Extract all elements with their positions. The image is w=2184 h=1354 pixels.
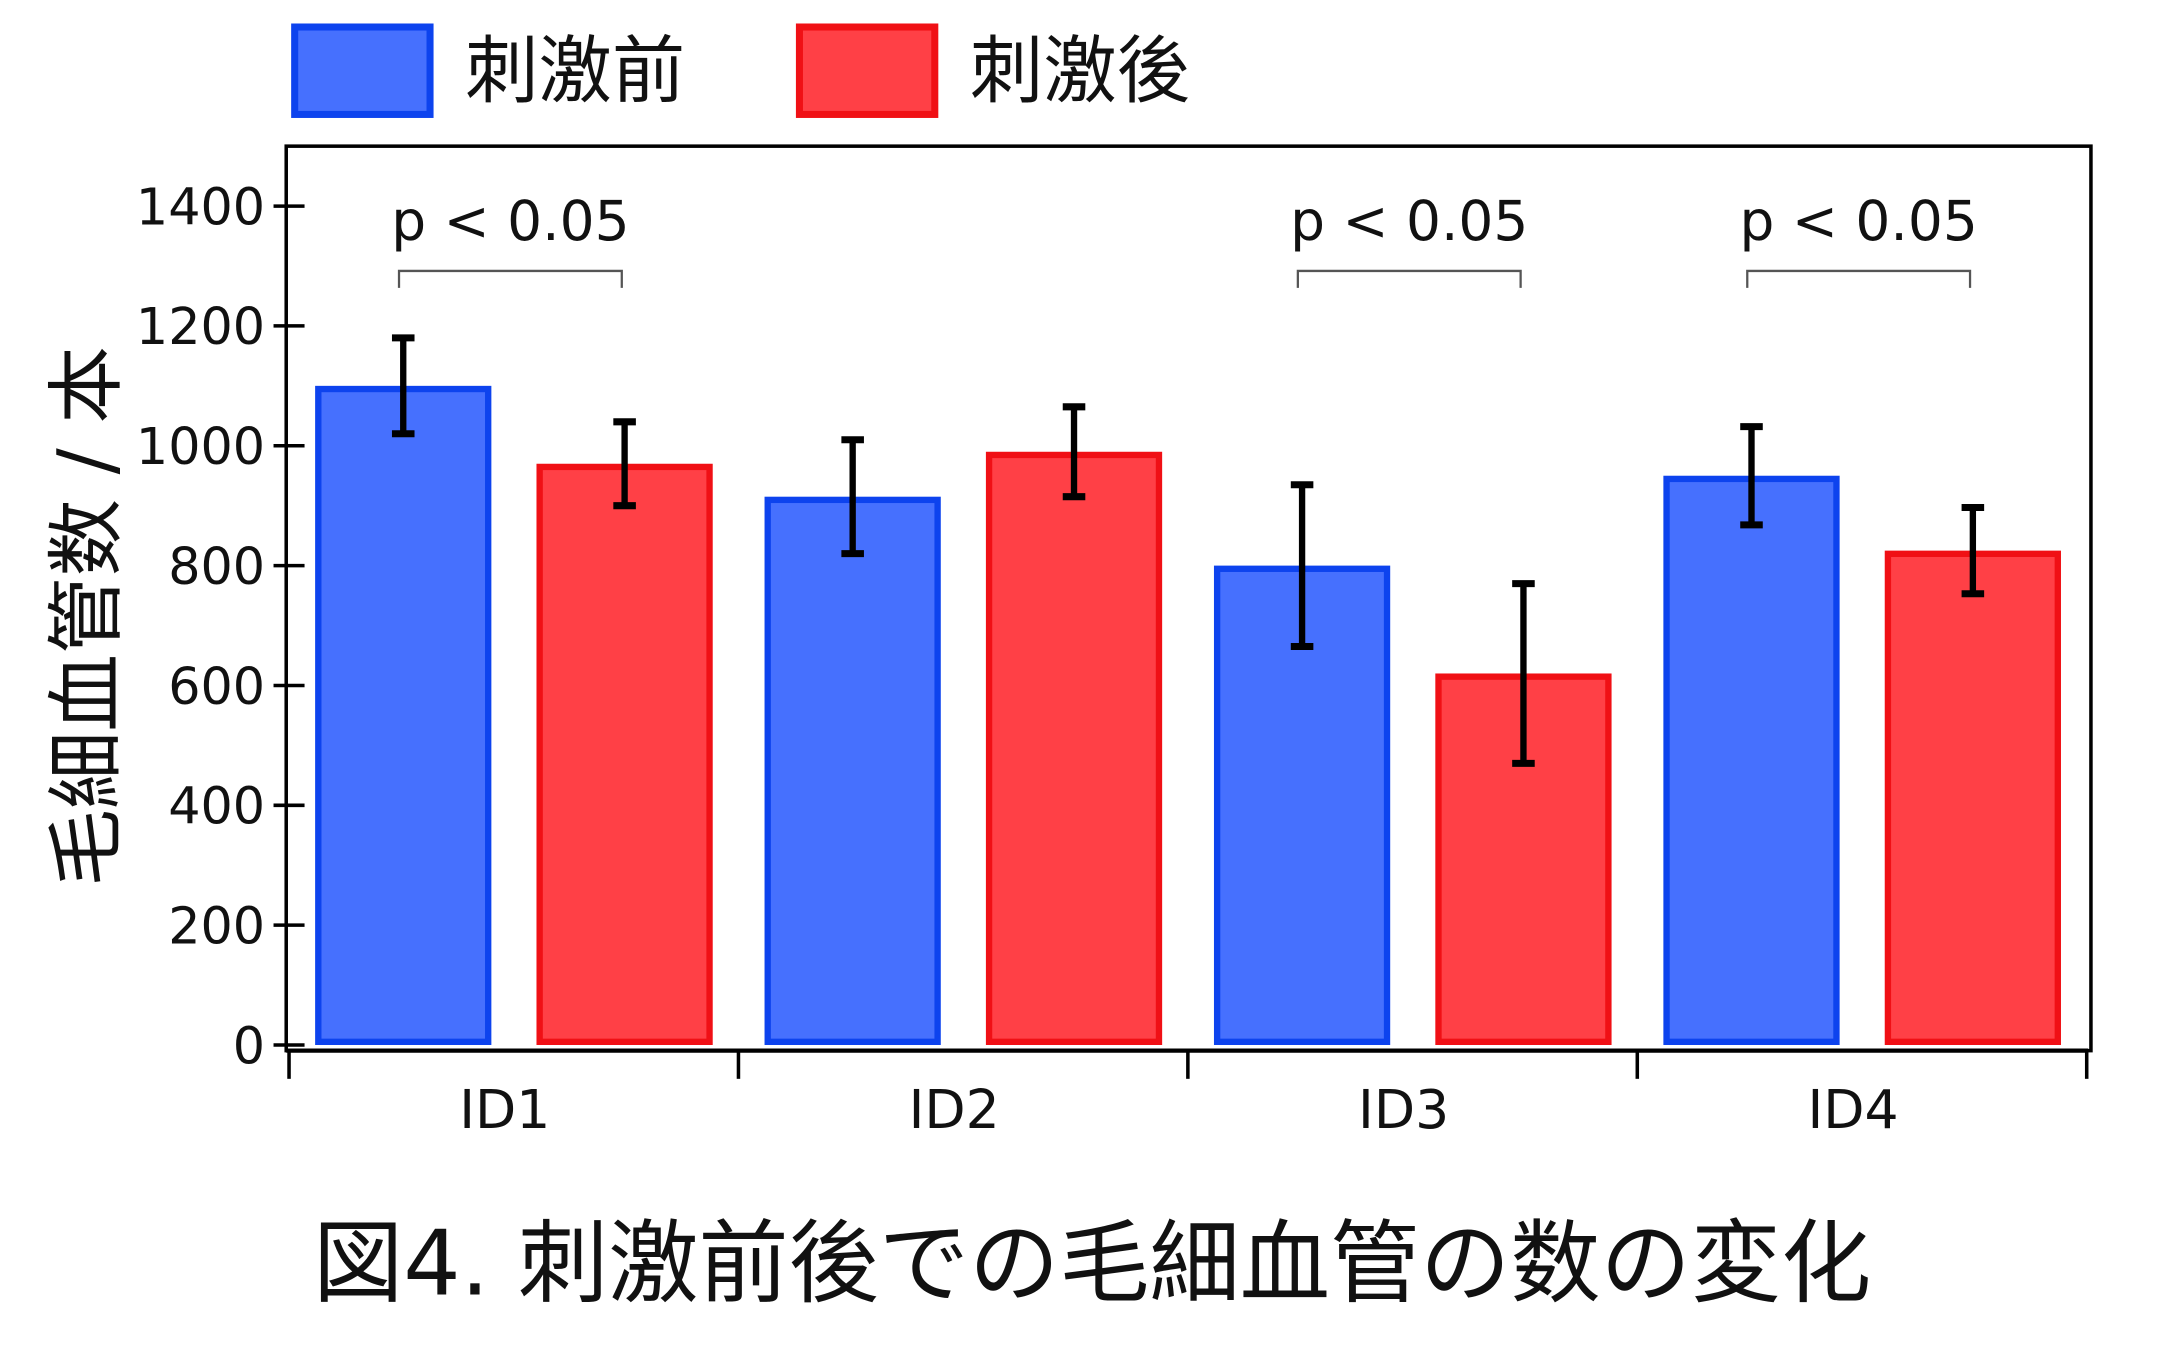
significance-bracket <box>397 269 623 288</box>
x-tick-label: ID2 <box>909 1078 1000 1141</box>
y-tick-label: 800 <box>168 537 265 596</box>
bar-before-2 <box>764 496 941 1045</box>
y-tick-label: 0 <box>233 1016 265 1075</box>
significance-bracket <box>1296 269 1522 288</box>
bar-before-4 <box>1663 475 1840 1045</box>
bar-after-2 <box>985 451 1163 1045</box>
y-tick-label: 400 <box>168 777 265 836</box>
y-axis-label: 毛細血管数 / 本 <box>42 346 132 887</box>
figure-caption: 図4. 刺激前後での毛細血管の数の変化 <box>313 1212 1871 1317</box>
legend: 刺激前 刺激後 <box>291 23 1190 118</box>
legend-swatch-before <box>291 23 434 118</box>
significance-label: p < 0.05 <box>1290 189 1528 253</box>
legend-label-before: 刺激前 <box>465 29 685 114</box>
legend-swatch-after <box>795 23 939 118</box>
significance-annotations: p < 0.05 p < 0.05 p < 0.05 <box>391 189 1978 288</box>
y-tick-label: 1000 <box>136 417 265 476</box>
significance-bracket <box>1746 269 1972 288</box>
bar-after-1 <box>536 463 713 1045</box>
y-tick-label: 600 <box>168 657 265 716</box>
y-tick-label: 1400 <box>136 177 265 236</box>
significance-label: p < 0.05 <box>1740 189 1978 253</box>
significance-label: p < 0.05 <box>391 189 629 253</box>
x-tick-label: ID4 <box>1807 1078 1898 1141</box>
bar-after-4 <box>1884 550 2061 1045</box>
y-tick-label: 200 <box>168 896 265 955</box>
x-tick-label: ID3 <box>1358 1078 1449 1141</box>
y-tick-label: 1200 <box>136 297 265 356</box>
bar-before-1 <box>315 385 492 1045</box>
x-tick-label: ID1 <box>459 1078 550 1141</box>
axes: 0 200 400 600 800 1000 1200 1400 ID1 ID2 ID3 ID4 <box>136 144 2093 1141</box>
error-bars <box>391 334 1985 767</box>
legend-label-after: 刺激後 <box>970 29 1190 114</box>
